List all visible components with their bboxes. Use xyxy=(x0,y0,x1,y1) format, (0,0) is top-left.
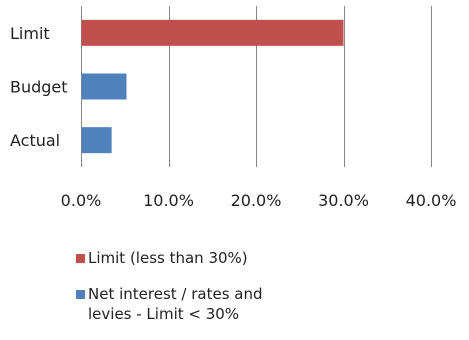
x-tick-label: 40.0% xyxy=(406,191,457,210)
legend: Limit (less than 30%) Net interest / rat… xyxy=(76,248,336,340)
axes: Limit Budget Actual 0.0% 10.0% 20.0% 30.0% 40.0… xyxy=(10,24,456,210)
legend-swatch-limit xyxy=(76,254,85,263)
legend-swatch-net-interest xyxy=(76,290,85,299)
legend-item-net-interest: Net interest / rates and levies - Limit … xyxy=(76,284,336,324)
x-tick-label: 20.0% xyxy=(231,191,282,210)
category-label-budget: Budget xyxy=(10,78,68,97)
bar-limit xyxy=(81,19,344,46)
x-tick-label: 0.0% xyxy=(61,191,102,210)
x-tick-label: 30.0% xyxy=(318,191,369,210)
bars xyxy=(81,19,344,154)
legend-item-limit: Limit (less than 30%) xyxy=(76,248,336,268)
x-tick-label: 10.0% xyxy=(143,191,194,210)
bar-chart: Limit Budget Actual 0.0% 10.0% 20.0% 30.0% 40.0… xyxy=(10,6,456,210)
legend-label-limit: Limit (less than 30%) xyxy=(88,249,248,267)
bar-actual xyxy=(81,127,112,154)
category-label-limit: Limit xyxy=(10,24,50,43)
bar-budget xyxy=(81,73,127,100)
legend-label-net-interest: Net interest / rates and levies - Limit … xyxy=(88,285,263,323)
category-label-actual: Actual xyxy=(10,131,60,150)
